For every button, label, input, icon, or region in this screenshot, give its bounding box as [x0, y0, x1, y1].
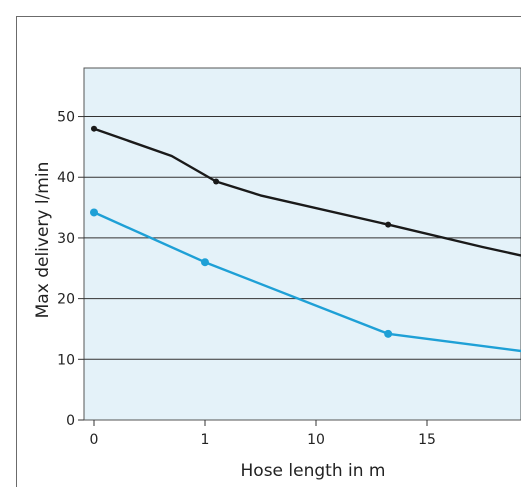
- series-0-point-4: [385, 221, 392, 228]
- chart-frame: [16, 16, 521, 487]
- series-1-point-1: [201, 258, 209, 267]
- y-tick-label-50: 50: [57, 110, 75, 126]
- y-tick-label-10: 10: [57, 352, 75, 368]
- y-axis-title: Max delivery l/min: [33, 162, 53, 319]
- y-tick-label-20: 20: [57, 292, 75, 308]
- series-0-point-0: [91, 125, 97, 132]
- x-tick-label-1: 1: [201, 432, 210, 448]
- x-tick-label-3: 15: [418, 432, 436, 448]
- x-tick-label-0: 0: [90, 432, 99, 448]
- x-axis-title: Hose length in m: [241, 461, 386, 481]
- y-tick-label-30: 30: [57, 231, 75, 247]
- series-1-point-2: [384, 329, 393, 338]
- y-tick-label-40: 40: [57, 170, 75, 186]
- series-0-point-2: [213, 178, 220, 185]
- y-tick-label-0: 0: [66, 413, 75, 429]
- x-tick-label-2: 10: [307, 432, 325, 448]
- plot-background: [83, 67, 521, 421]
- series-1-point-0: [90, 208, 98, 217]
